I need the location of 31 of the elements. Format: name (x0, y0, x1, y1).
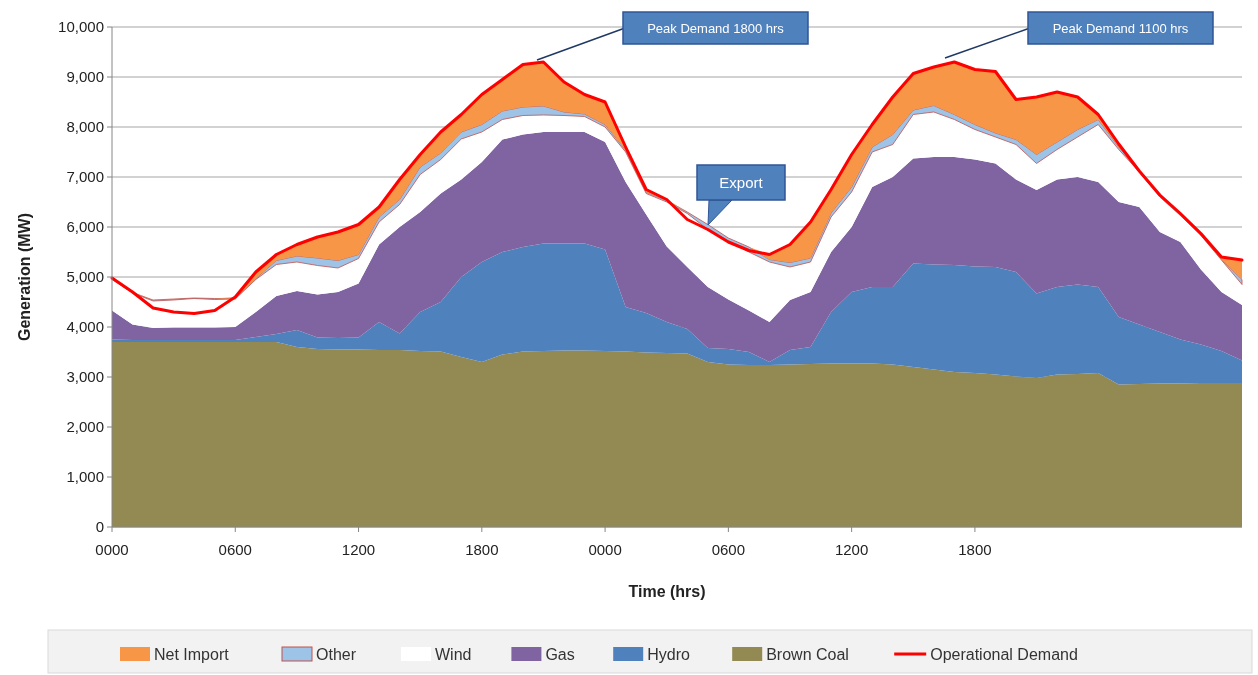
x-tick-label: 1800 (958, 541, 992, 558)
x-axis-title: Time (hrs) (628, 583, 706, 600)
y-tick-label: 0 (95, 518, 104, 535)
legend-label: Brown Coal (766, 646, 849, 663)
x-tick-label: 1800 (465, 541, 499, 558)
x-tick-label: 0000 (588, 541, 622, 558)
x-tick-label: 0600 (218, 541, 252, 558)
y-axis-title: Generation (MW) (16, 213, 33, 341)
legend-label: Net Import (154, 646, 230, 663)
y-tick-label: 1,000 (66, 468, 104, 485)
annotation: Peak Demand 1100 hrs (1052, 21, 1189, 36)
y-tick-label: 10,000 (58, 18, 104, 35)
x-tick-label: 1200 (341, 541, 376, 558)
y-tick-label: 8,000 (66, 118, 104, 135)
legend-label: Other (316, 646, 357, 663)
x-tick-label: 0000 (95, 541, 129, 558)
x-tick-label: 0600 (711, 541, 746, 558)
y-tick-label: 5,000 (66, 268, 104, 285)
annotation: Peak Demand 1800 hrs (647, 21, 785, 36)
y-tick-label: 4,000 (66, 318, 104, 335)
x-tick-label: 1200 (834, 541, 869, 558)
legend-label: Hydro (647, 646, 690, 663)
y-tick-label: 6,000 (66, 218, 104, 235)
y-tick-label: 9,000 (66, 68, 104, 85)
y-tick-label: 7,000 (66, 168, 104, 185)
annotation: Export (719, 173, 764, 191)
y-tick-label: 2,000 (66, 418, 104, 435)
legend-label: Gas (545, 646, 575, 663)
legend-label: Wind (435, 646, 472, 663)
y-tick-label: 3,000 (66, 368, 104, 385)
legend-label: Operational Demand (930, 646, 1078, 663)
